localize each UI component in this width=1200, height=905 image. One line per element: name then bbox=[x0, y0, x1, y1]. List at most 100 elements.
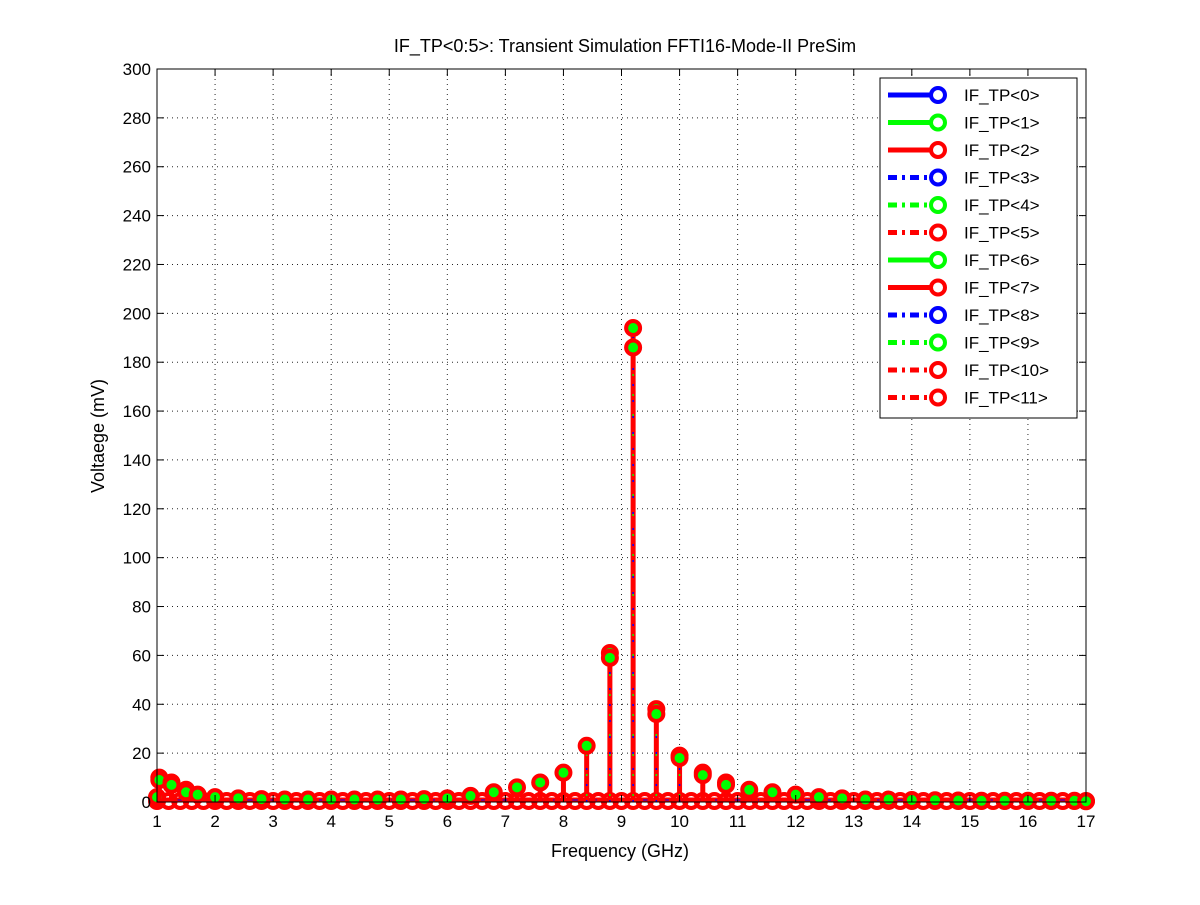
y-tick-label: 240 bbox=[123, 207, 151, 226]
y-tick-label: 40 bbox=[132, 695, 151, 714]
y-tick-label: 300 bbox=[123, 60, 151, 79]
baseline-marker bbox=[728, 792, 747, 810]
legend-label: IF_TP<1> bbox=[964, 114, 1040, 133]
legend-label: IF_TP<7> bbox=[964, 279, 1040, 298]
x-tick-label: 8 bbox=[559, 812, 568, 831]
stem-marker bbox=[809, 788, 828, 807]
legend-marker bbox=[929, 196, 947, 214]
legend: IF_TP<0> IF_TP<1> IF_TP<2> IF_TP<3> IF_TP<4>… bbox=[879, 77, 1078, 419]
legend-label: IF_TP<8> bbox=[964, 306, 1040, 325]
baseline-marker bbox=[589, 792, 608, 810]
legend-marker bbox=[929, 168, 947, 187]
legend-marker bbox=[929, 251, 947, 269]
legend-label: IF_TP<3> bbox=[964, 169, 1040, 188]
legend-label: IF_TP<10> bbox=[964, 361, 1049, 380]
y-tick-label: 160 bbox=[123, 402, 151, 421]
x-tick-label: 14 bbox=[902, 812, 921, 831]
stem-marker bbox=[484, 783, 503, 802]
stem-marker bbox=[624, 318, 643, 337]
stem-marker bbox=[531, 773, 550, 792]
baseline-marker bbox=[635, 792, 654, 810]
stem-marker bbox=[647, 705, 666, 724]
y-tick-label: 60 bbox=[132, 646, 151, 665]
x-axis-label: Frequency (GHz) bbox=[551, 841, 689, 861]
stem-marker bbox=[368, 790, 387, 809]
baseline-marker bbox=[658, 792, 677, 810]
legend-marker bbox=[929, 278, 947, 297]
y-tick-label: 140 bbox=[123, 451, 151, 470]
legend-marker bbox=[929, 361, 947, 379]
x-tick-label: 15 bbox=[960, 812, 979, 831]
baseline-marker bbox=[682, 792, 701, 810]
stem-marker bbox=[1042, 791, 1061, 810]
stem-marker bbox=[600, 648, 619, 667]
x-tick-label: 7 bbox=[501, 812, 510, 831]
legend-marker bbox=[929, 223, 947, 242]
stem-marker bbox=[693, 766, 712, 785]
stem-marker bbox=[717, 775, 736, 794]
x-tick-label: 11 bbox=[729, 812, 747, 831]
x-tick-label: 9 bbox=[617, 812, 626, 831]
legend-label: IF_TP<4> bbox=[964, 196, 1040, 215]
legend-label: IF_TP<5> bbox=[964, 224, 1040, 243]
chart-title: IF_TP<0:5>: Transient Simulation FFTI16-… bbox=[394, 36, 856, 57]
baseline-marker bbox=[519, 792, 538, 810]
stem-marker bbox=[554, 763, 573, 782]
legend-label: IF_TP<11> bbox=[964, 389, 1048, 408]
y-tick-label: 260 bbox=[123, 158, 151, 177]
x-tick-label: 3 bbox=[268, 812, 277, 831]
stem-marker bbox=[507, 778, 526, 797]
y-tick-label: 20 bbox=[132, 744, 151, 763]
x-tick-label: 6 bbox=[443, 812, 452, 831]
legend-label: IF_TP<6> bbox=[964, 251, 1040, 270]
y-tick-label: 200 bbox=[123, 304, 151, 323]
stem-marker bbox=[188, 785, 207, 804]
legend-box bbox=[879, 77, 1078, 419]
x-tick-label: 4 bbox=[326, 812, 335, 831]
y-tick-label: 120 bbox=[123, 500, 151, 519]
stem-marker bbox=[162, 775, 181, 794]
legend-label: IF_TP<2> bbox=[964, 141, 1040, 160]
grid-layer bbox=[157, 69, 1086, 802]
stem-layer bbox=[148, 318, 1095, 811]
y-tick-label: 80 bbox=[132, 598, 151, 617]
stem-marker bbox=[461, 786, 480, 805]
x-tick-label: 1 bbox=[152, 812, 161, 831]
baseline-marker bbox=[496, 792, 515, 810]
stem-marker bbox=[298, 790, 317, 809]
stem-marker bbox=[926, 791, 945, 810]
y-tick-label: 220 bbox=[123, 255, 151, 274]
legend-marker bbox=[929, 388, 947, 407]
stem-marker bbox=[577, 736, 596, 755]
tick-layer: 1 2 3 4 5 6 7 8 9 10 11 12 13 14 15 16 17020406080100120… bbox=[123, 60, 1096, 831]
stem-marker bbox=[229, 789, 248, 808]
stem-marker bbox=[345, 790, 364, 809]
legend-marker bbox=[929, 113, 947, 132]
stem-marker bbox=[972, 791, 991, 810]
baseline-marker bbox=[612, 792, 631, 810]
stem-marker bbox=[275, 790, 294, 809]
baseline-marker bbox=[751, 792, 770, 810]
y-tick-label: 100 bbox=[123, 549, 151, 568]
stem-marker bbox=[995, 791, 1014, 810]
x-tick-label: 16 bbox=[1018, 812, 1037, 831]
x-tick-label: 13 bbox=[844, 812, 863, 831]
baseline-marker bbox=[705, 792, 724, 810]
legend-label: IF_TP<0> bbox=[964, 86, 1040, 105]
stem-marker bbox=[879, 790, 898, 809]
stem-marker bbox=[624, 338, 643, 357]
stem-marker bbox=[833, 789, 852, 808]
stem-marker bbox=[670, 749, 689, 768]
legend-label: IF_TP<9> bbox=[964, 334, 1040, 353]
stem-marker bbox=[856, 790, 875, 809]
stem-marker bbox=[252, 790, 271, 809]
y-tick-label: 0 bbox=[142, 793, 151, 812]
legend-marker bbox=[929, 86, 947, 104]
x-tick-label: 10 bbox=[670, 812, 689, 831]
stem-marker bbox=[391, 790, 410, 809]
legend-marker bbox=[929, 333, 947, 352]
y-tick-label: 180 bbox=[123, 353, 151, 372]
stem-marker bbox=[763, 783, 782, 802]
